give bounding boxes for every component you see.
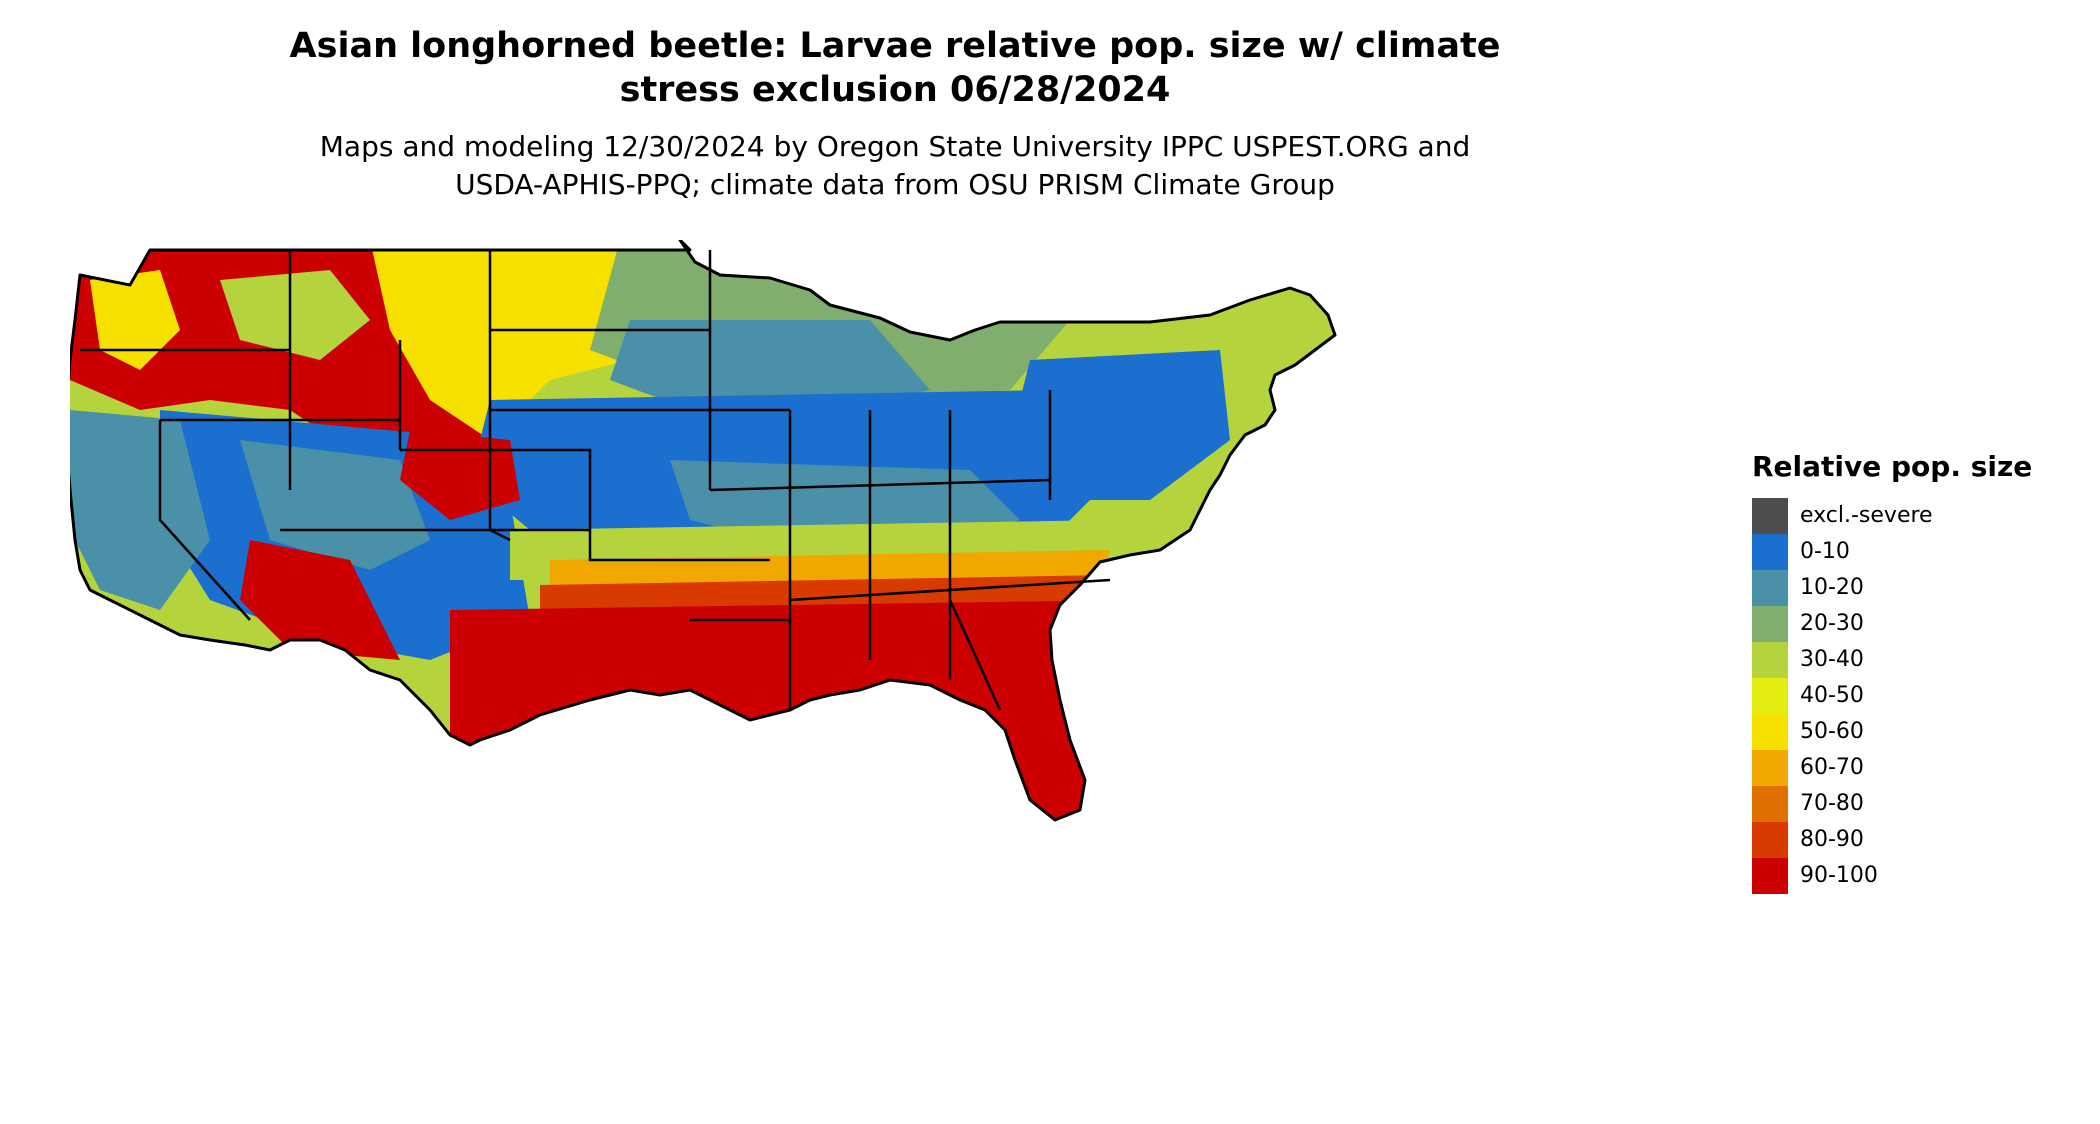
legend-swatch — [1752, 678, 1788, 714]
legend-swatch — [1752, 822, 1788, 858]
legend-swatch — [1752, 714, 1788, 750]
legend-item-80-90: 80-90 — [1752, 822, 2072, 858]
legend-swatch — [1752, 750, 1788, 786]
legend-swatch — [1752, 858, 1788, 894]
legend-title: Relative pop. size — [1752, 450, 2033, 483]
legend-item-50-60: 50-60 — [1752, 714, 2072, 750]
legend-item-excl-severe: excl.-severe — [1752, 498, 2072, 534]
us-map — [63, 238, 1710, 1120]
legend-label: 30-40 — [1800, 647, 1864, 672]
legend-item-70-80: 70-80 — [1752, 786, 2072, 822]
legend-label: 40-50 — [1800, 683, 1864, 708]
legend-swatch — [1752, 534, 1788, 570]
map-subtitle-line-1: Maps and modeling 12/30/2024 by Oregon S… — [319, 130, 1471, 163]
us-map-svg — [63, 238, 1337, 822]
map-title-line-2: stress exclusion 06/28/2024 — [619, 70, 1171, 110]
legend-item-30-40: 30-40 — [1752, 642, 2072, 678]
legend-items: excl.-severe 0-10 10-20 20-30 30-40 40-5… — [1752, 498, 2072, 894]
legend-label: 60-70 — [1800, 755, 1864, 780]
legend-swatch — [1752, 606, 1788, 642]
legend-swatch — [1752, 786, 1788, 822]
legend-label: 50-60 — [1800, 719, 1864, 744]
map-subtitle-line-2: USDA-APHIS-PPQ; climate data from OSU PR… — [455, 168, 1335, 201]
legend-label: 0-10 — [1800, 539, 1850, 564]
map-legend: Relative pop. size excl.-severe 0-10 10-… — [1752, 450, 2072, 894]
legend-item-0-10: 0-10 — [1752, 534, 2072, 570]
legend-label: 80-90 — [1800, 827, 1864, 852]
legend-swatch — [1752, 570, 1788, 606]
legend-item-20-30: 20-30 — [1752, 606, 2072, 642]
legend-swatch — [1752, 498, 1788, 534]
legend-label: 70-80 — [1800, 791, 1864, 816]
legend-item-40-50: 40-50 — [1752, 678, 2072, 714]
legend-item-10-20: 10-20 — [1752, 570, 2072, 606]
legend-label: 20-30 — [1800, 611, 1864, 636]
legend-label: 90-100 — [1800, 863, 1878, 888]
legend-item-90-100: 90-100 — [1752, 858, 2072, 894]
map-subtitle: Maps and modeling 12/30/2024 by Oregon S… — [0, 128, 1790, 204]
legend-item-60-70: 60-70 — [1752, 750, 2072, 786]
map-title: Asian longhorned beetle: Larvae relative… — [0, 24, 1790, 112]
legend-label: 10-20 — [1800, 575, 1864, 600]
legend-label: excl.-severe — [1800, 503, 1933, 528]
map-title-line-1: Asian longhorned beetle: Larvae relative… — [289, 26, 1501, 66]
legend-swatch — [1752, 642, 1788, 678]
